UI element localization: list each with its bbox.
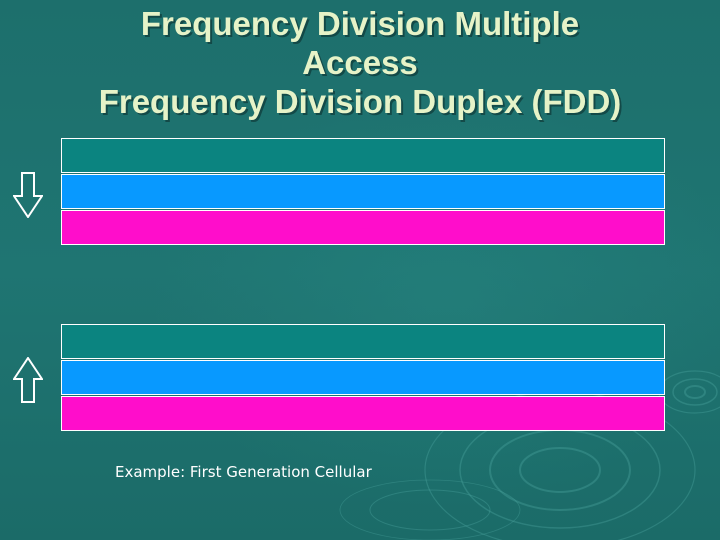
- uplink-band-group: [61, 324, 665, 431]
- uplink-channel-1: [61, 324, 665, 359]
- downlink-band-group: [61, 138, 665, 245]
- uplink-channel-2: [61, 360, 665, 395]
- downlink-channel-3: [61, 210, 665, 245]
- title-line-3: Frequency Division Duplex (FDD): [98, 83, 622, 120]
- downlink-channel-1: [61, 138, 665, 173]
- arrow-down-icon: [13, 172, 43, 218]
- arrow-up-icon: [13, 357, 43, 403]
- downlink-channel-2: [61, 174, 665, 209]
- example-caption: Example: First Generation Cellular: [115, 463, 372, 481]
- title-line-1: Frequency Division Multiple: [140, 5, 580, 42]
- uplink-channel-3: [61, 396, 665, 431]
- title-line-2: Access: [302, 44, 418, 81]
- slide-title: Frequency Division Multiple Access Frequ…: [0, 4, 720, 121]
